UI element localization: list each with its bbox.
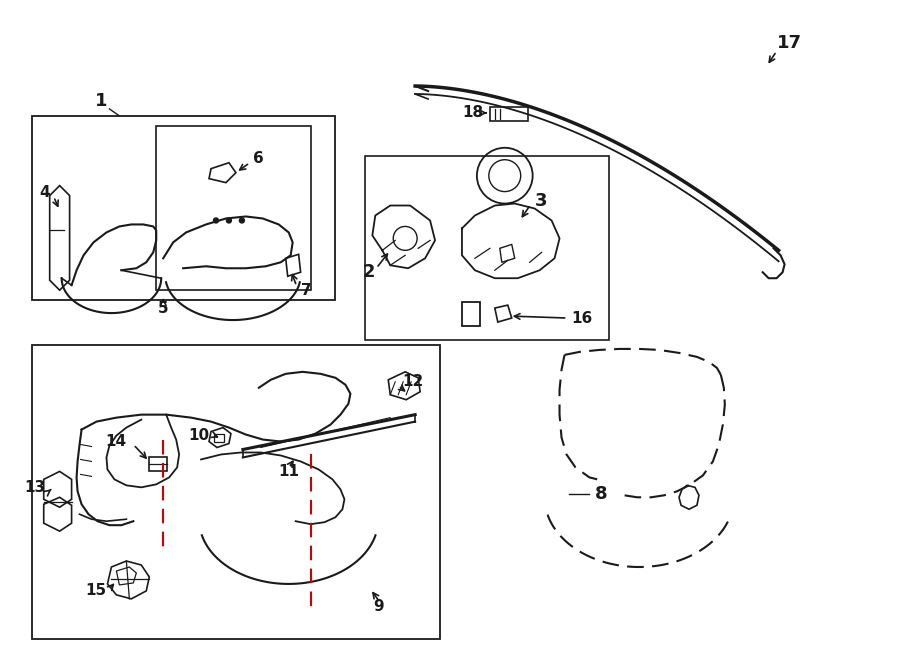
Circle shape	[239, 218, 245, 223]
Text: 9: 9	[373, 600, 383, 614]
Text: 2: 2	[363, 263, 375, 281]
Text: 4: 4	[39, 185, 50, 200]
Bar	[157, 126, 310, 290]
Text: 11: 11	[278, 464, 299, 479]
Text: 16: 16	[572, 311, 593, 326]
Text: 12: 12	[402, 374, 424, 389]
Bar	[462, 302, 480, 326]
Text: 10: 10	[188, 428, 209, 443]
Bar	[149, 457, 167, 471]
Circle shape	[227, 218, 231, 223]
Bar	[365, 156, 609, 340]
Text: 1: 1	[95, 92, 108, 110]
Text: 15: 15	[86, 584, 106, 598]
Text: 8: 8	[594, 485, 607, 503]
Text: 6: 6	[253, 151, 264, 166]
Bar	[32, 345, 440, 639]
Text: 3: 3	[535, 192, 547, 210]
Text: 13: 13	[24, 480, 46, 495]
Bar	[32, 116, 336, 300]
Text: 18: 18	[463, 105, 484, 120]
Text: 5: 5	[158, 301, 168, 315]
Bar	[490, 107, 527, 121]
Text: 7: 7	[301, 283, 311, 297]
Bar	[214, 434, 224, 442]
Text: 14: 14	[105, 434, 126, 449]
Circle shape	[213, 218, 219, 223]
Text: 17: 17	[777, 34, 802, 52]
